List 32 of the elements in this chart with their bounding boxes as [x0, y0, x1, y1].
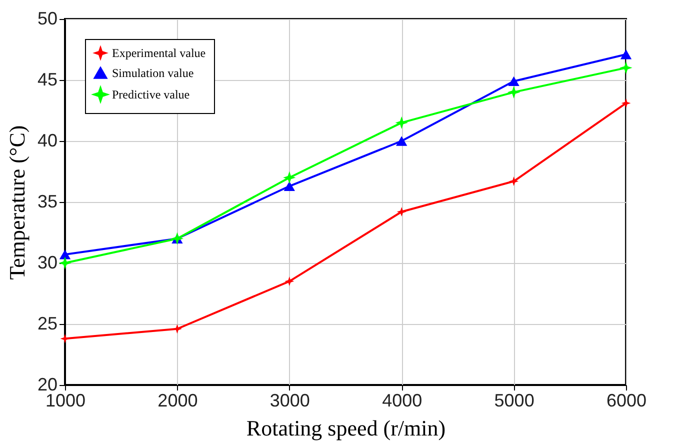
y-tick-label: 30: [37, 252, 58, 272]
y-axis-title: Temperature (°C): [4, 125, 30, 280]
x-tick-label: 3000: [270, 390, 310, 410]
point: [172, 324, 182, 334]
legend-label: Simulation value: [112, 66, 194, 80]
legend-label: Experimental value: [112, 46, 206, 60]
point: [284, 276, 294, 286]
point: [621, 98, 631, 108]
point: [59, 250, 71, 260]
point: [620, 50, 632, 60]
point: [60, 334, 70, 344]
point: [284, 181, 295, 191]
y-tick-label: 40: [37, 130, 58, 150]
point: [396, 136, 408, 146]
point: [508, 76, 520, 86]
y-tick-label: 45: [37, 70, 58, 90]
y-tick-label: 50: [37, 8, 58, 28]
point: [507, 86, 520, 99]
point: [509, 176, 519, 186]
y-tick-label: 25: [37, 314, 58, 334]
point: [396, 207, 406, 217]
x-tick-label: 6000: [606, 390, 647, 410]
point: [395, 116, 408, 130]
y-tick-label: 35: [37, 192, 58, 212]
x-tick-label: 2000: [158, 390, 198, 410]
x-tick-label: 4000: [382, 390, 422, 410]
point: [620, 61, 632, 74]
x-axis-title: Rotating speed (r/min): [246, 416, 446, 440]
x-tick-label: 5000: [494, 390, 534, 410]
point: [283, 171, 296, 184]
point: [58, 256, 72, 270]
legend-label: Predictive value: [112, 88, 190, 102]
